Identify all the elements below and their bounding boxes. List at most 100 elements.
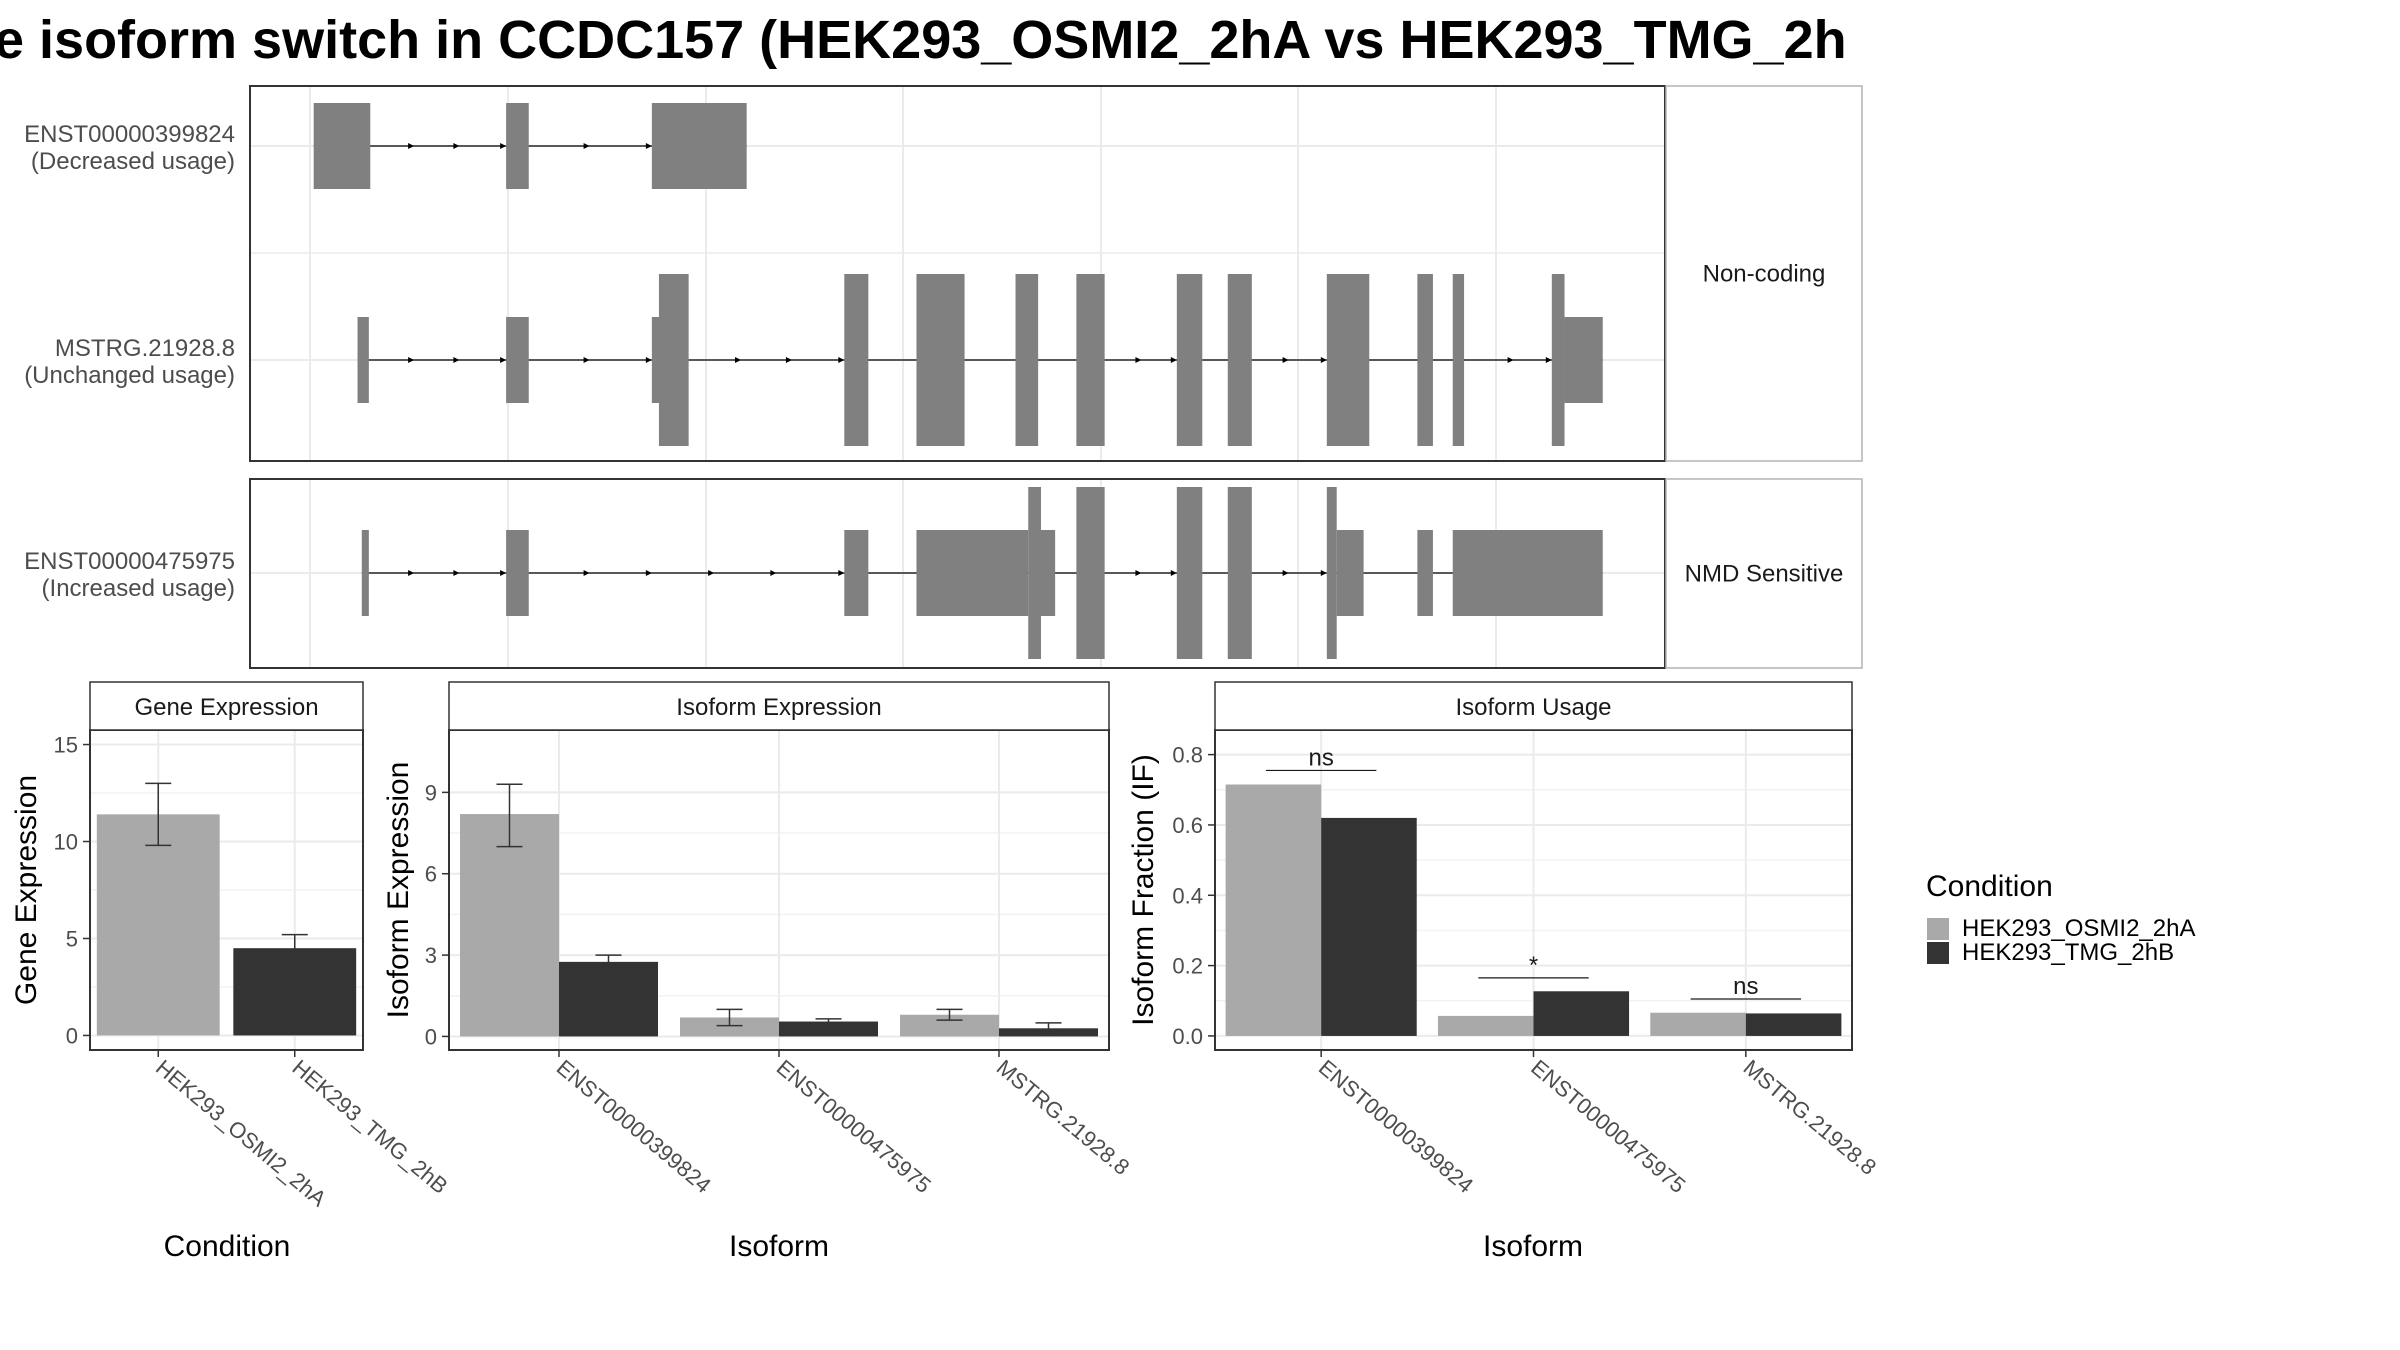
facet-panel-border bbox=[249, 85, 1666, 462]
facet-strip-label: Non-coding bbox=[1703, 261, 1826, 288]
exon-utr bbox=[506, 103, 529, 189]
strand-arrow bbox=[1135, 357, 1142, 363]
y-tick-label: 0 bbox=[425, 1024, 437, 1049]
panel-strip bbox=[448, 681, 1110, 731]
exon-coding bbox=[1076, 274, 1105, 446]
isoform-id-label: ENST00000475975 bbox=[24, 548, 235, 575]
strand-arrow bbox=[838, 570, 845, 576]
y-axis-title: Gene Expression bbox=[10, 775, 43, 1005]
bar bbox=[559, 961, 658, 1037]
exon-utr bbox=[1417, 530, 1433, 616]
exon-coding bbox=[1028, 487, 1041, 659]
bar-panel: ns * ns Isoform Usage 0.0 0.2 0.4 0.6 0.8 ENST000… bbox=[1127, 681, 1881, 1263]
y-tick-label: 0.8 bbox=[1172, 743, 1203, 768]
facet-strip bbox=[1665, 478, 1863, 669]
y-tick-label: 5 bbox=[66, 926, 78, 951]
x-tick-label: ENST00000475975 bbox=[1526, 1055, 1690, 1198]
strand-arrow bbox=[1282, 570, 1289, 576]
transcript-structure-panel: ENST00000399824(Decreased usage) MSTRG.21… bbox=[24, 85, 1863, 669]
error-bar bbox=[145, 782, 172, 847]
strand-arrow bbox=[500, 570, 507, 576]
exon-utr bbox=[651, 317, 661, 403]
exon-coding bbox=[1417, 274, 1433, 446]
bar bbox=[779, 1021, 878, 1037]
exon-coding bbox=[1227, 487, 1252, 659]
exon-coding bbox=[1176, 274, 1203, 446]
y-tick-label: 9 bbox=[425, 780, 437, 805]
strand-arrow bbox=[708, 570, 715, 576]
bar bbox=[1225, 784, 1322, 1036]
strand-arrow bbox=[1170, 357, 1177, 363]
bar bbox=[1437, 1015, 1534, 1036]
strand-arrow bbox=[583, 143, 590, 149]
exon-coding bbox=[916, 274, 965, 446]
x-tick-label: MSTRG.21928.8 bbox=[992, 1055, 1135, 1180]
panel-strip bbox=[89, 681, 364, 731]
panel-strip-label: Gene Expression bbox=[134, 694, 318, 721]
x-axis-title: Isoform bbox=[729, 1230, 829, 1263]
strand-arrow bbox=[408, 143, 415, 149]
strand-arrow bbox=[1135, 570, 1142, 576]
isoform-id-label: ENST00000399824 bbox=[24, 121, 235, 148]
bar bbox=[460, 814, 559, 1037]
strand-arrow bbox=[453, 143, 460, 149]
y-tick-label: 3 bbox=[425, 943, 437, 968]
error-bar bbox=[595, 954, 622, 969]
x-tick-label: ENST00000399824 bbox=[1314, 1055, 1478, 1198]
transcript-facet: ENST00000475975(Increased usage) NMD Sens… bbox=[24, 478, 1863, 669]
y-tick-label: 0.0 bbox=[1172, 1024, 1203, 1049]
strand-arrow bbox=[500, 143, 507, 149]
exon-utr bbox=[916, 530, 1029, 616]
y-tick-label: 0.4 bbox=[1172, 883, 1203, 908]
strand-arrow bbox=[735, 357, 742, 363]
x-axis-title: Condition bbox=[164, 1230, 291, 1263]
figure-title: e isoform switch in CCDC157 (HEK293_OSMI… bbox=[0, 10, 1847, 70]
strand-arrow bbox=[1545, 357, 1552, 363]
legend-title: Condition bbox=[1926, 870, 2053, 903]
isoform-track: ENST00000475975(Increased usage) bbox=[24, 487, 1603, 659]
bar bbox=[900, 1014, 999, 1037]
strand-arrow bbox=[645, 357, 652, 363]
exon-coding bbox=[844, 274, 869, 446]
isoform-usage-label: (Decreased usage) bbox=[31, 148, 235, 175]
y-axis-title: Isoform Fraction (IF) bbox=[1127, 754, 1160, 1026]
x-axis-title: Isoform bbox=[1483, 1230, 1583, 1263]
error-bar bbox=[936, 1008, 963, 1021]
y-tick-label: 0 bbox=[66, 1023, 78, 1048]
exon-utr bbox=[1564, 317, 1603, 403]
facet-panel-border bbox=[249, 478, 1666, 669]
panel-strip-label: Isoform Usage bbox=[1455, 694, 1611, 721]
strand-arrow bbox=[1320, 357, 1327, 363]
panel-strip bbox=[1214, 681, 1853, 731]
strand-arrow bbox=[500, 357, 507, 363]
strand-arrow bbox=[645, 143, 652, 149]
isoform-id-label: MSTRG.21928.8 bbox=[55, 335, 235, 362]
transcript-facet: ENST00000399824(Decreased usage) MSTRG.21… bbox=[24, 85, 1863, 462]
strand-arrow bbox=[1507, 357, 1514, 363]
exon-coding bbox=[1076, 487, 1105, 659]
exon-coding bbox=[1326, 274, 1370, 446]
exon-coding bbox=[1015, 274, 1039, 446]
bar bbox=[1650, 1012, 1746, 1036]
exon-utr bbox=[844, 530, 869, 616]
error-bar bbox=[815, 1018, 842, 1025]
legend-swatch bbox=[1927, 942, 1949, 964]
exon-utr bbox=[361, 530, 369, 616]
strand-arrow bbox=[583, 570, 590, 576]
exon-coding bbox=[1452, 274, 1465, 446]
error-bar bbox=[281, 933, 308, 965]
strand-arrow bbox=[785, 357, 792, 363]
exon-coding bbox=[658, 274, 689, 446]
error-bar bbox=[496, 783, 523, 848]
strand-arrow bbox=[453, 570, 460, 576]
strand-arrow bbox=[408, 357, 415, 363]
error-bar bbox=[1035, 1022, 1062, 1034]
exon-utr bbox=[1336, 530, 1364, 616]
strand-arrow bbox=[838, 357, 845, 363]
isoform-track: MSTRG.21928.8(Unchanged usage) bbox=[24, 274, 1603, 446]
exon-utr bbox=[1452, 530, 1603, 616]
y-tick-label: 0.6 bbox=[1172, 813, 1203, 838]
exon-coding bbox=[1326, 487, 1337, 659]
error-bar bbox=[716, 1008, 743, 1027]
